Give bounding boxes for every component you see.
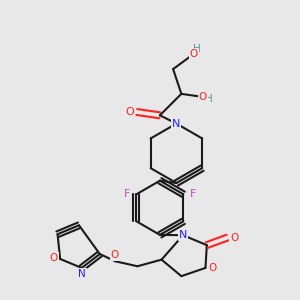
- Text: O: O: [50, 253, 58, 263]
- Text: F: F: [124, 189, 130, 199]
- Text: N: N: [78, 269, 86, 279]
- Text: O: O: [125, 107, 134, 117]
- Text: F: F: [189, 189, 196, 199]
- Text: H: H: [205, 94, 212, 104]
- Text: O: O: [110, 250, 119, 260]
- Text: N: N: [179, 230, 187, 240]
- Text: O: O: [199, 92, 207, 101]
- Text: O: O: [190, 49, 198, 58]
- Text: O: O: [208, 263, 217, 273]
- Text: O: O: [230, 232, 238, 242]
- Text: H: H: [194, 44, 201, 54]
- Text: N: N: [172, 118, 181, 129]
